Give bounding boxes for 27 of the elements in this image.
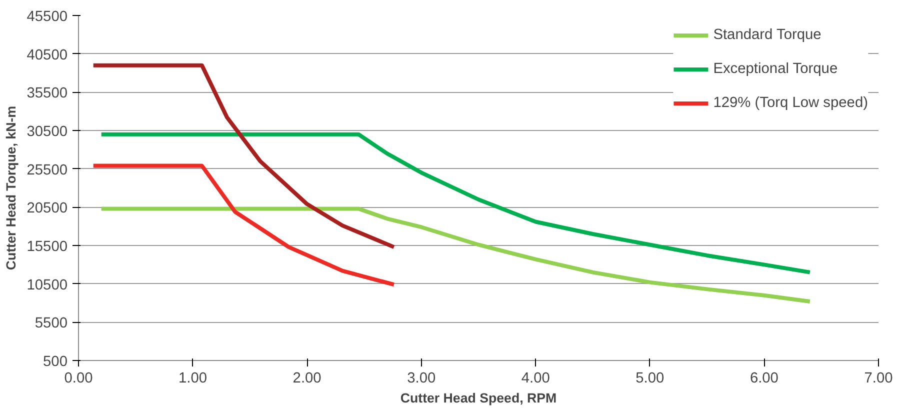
y-tick-label: 35500 [26, 86, 68, 102]
x-tick-label: 0.00 [64, 370, 93, 386]
line-series [91, 164, 396, 287]
x-axis-title: Cutter Head Speed, RPM [400, 390, 557, 406]
y-tick-label: 5500 [34, 316, 68, 332]
y-axis-title: Cutter Head Torque, kN-m [4, 106, 19, 270]
x-tick-label: 6.00 [750, 370, 778, 386]
line-series [99, 132, 812, 274]
x-tick-label: 3.00 [407, 370, 436, 386]
x-tick-label: 1.00 [178, 370, 208, 386]
y-tick-label: 30500 [26, 124, 68, 140]
legend-label: Exceptional Torque [713, 61, 839, 77]
y-tick-label: 500 [43, 354, 68, 370]
y-tick-label: 10500 [26, 277, 68, 294]
y-tick-label: 45500 [26, 9, 68, 25]
y-tick-label: 25500 [26, 162, 68, 178]
x-tick-label: 7.00 [864, 370, 893, 386]
y-tick-label: 40500 [26, 47, 68, 64]
legend-label: Standard Torque [713, 27, 822, 43]
x-tick-label: 5.00 [636, 370, 664, 386]
y-tick-label: 15500 [26, 239, 68, 255]
line-series [99, 206, 812, 304]
x-tick-label: 4.00 [521, 370, 550, 386]
legend-label: 129% (Torq Low speed) [713, 95, 868, 111]
y-tick-label: 20500 [26, 200, 68, 217]
line-series [91, 63, 396, 250]
x-tick-label: 2.00 [292, 370, 322, 386]
